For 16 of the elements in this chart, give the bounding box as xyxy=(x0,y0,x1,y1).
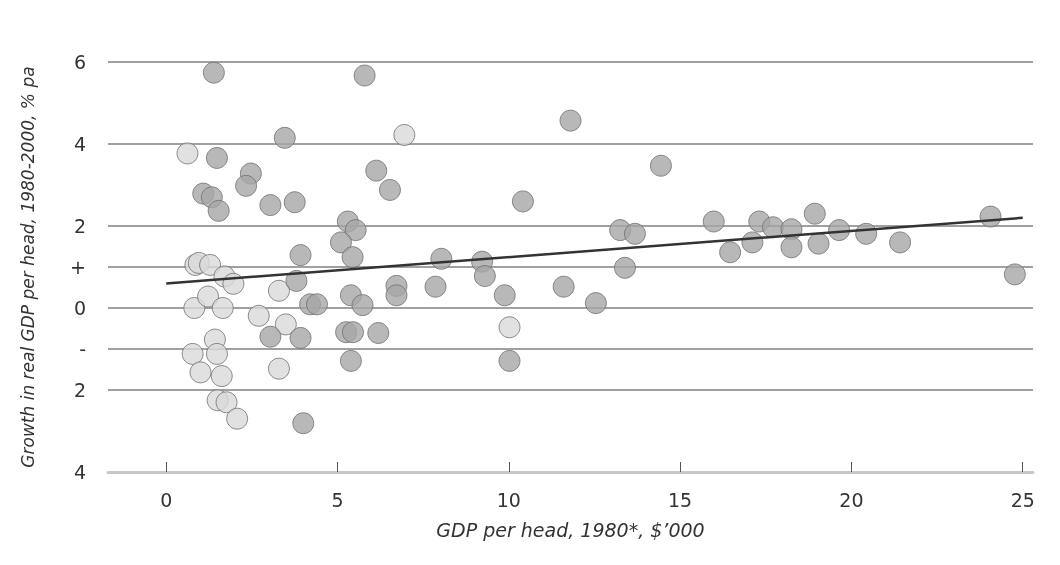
x-axis-title: GDP per head, 1980*, $’000 xyxy=(436,518,705,541)
y-tick-label: - xyxy=(79,338,86,360)
x-tick-label: 5 xyxy=(331,488,344,511)
y-tick-label: 4 xyxy=(73,461,86,483)
x-tick-label: 20 xyxy=(839,488,864,511)
y-tick-label: + xyxy=(70,256,86,278)
y-tick-label: 6 xyxy=(73,51,86,73)
x-tick-label: 25 xyxy=(1010,488,1035,511)
x-tick-label: 0 xyxy=(160,488,173,511)
x-tick-label: 15 xyxy=(668,488,693,511)
y-axis-title: Growth in real GDP per head, 1980-2000, % pa xyxy=(17,66,38,468)
y-tick-label: 0 xyxy=(73,297,86,319)
y-tick-label: 4 xyxy=(73,133,86,155)
y-tick-label: 2 xyxy=(73,379,86,401)
x-tick-label: 10 xyxy=(496,488,521,511)
y-tick-label: 2 xyxy=(73,215,86,237)
